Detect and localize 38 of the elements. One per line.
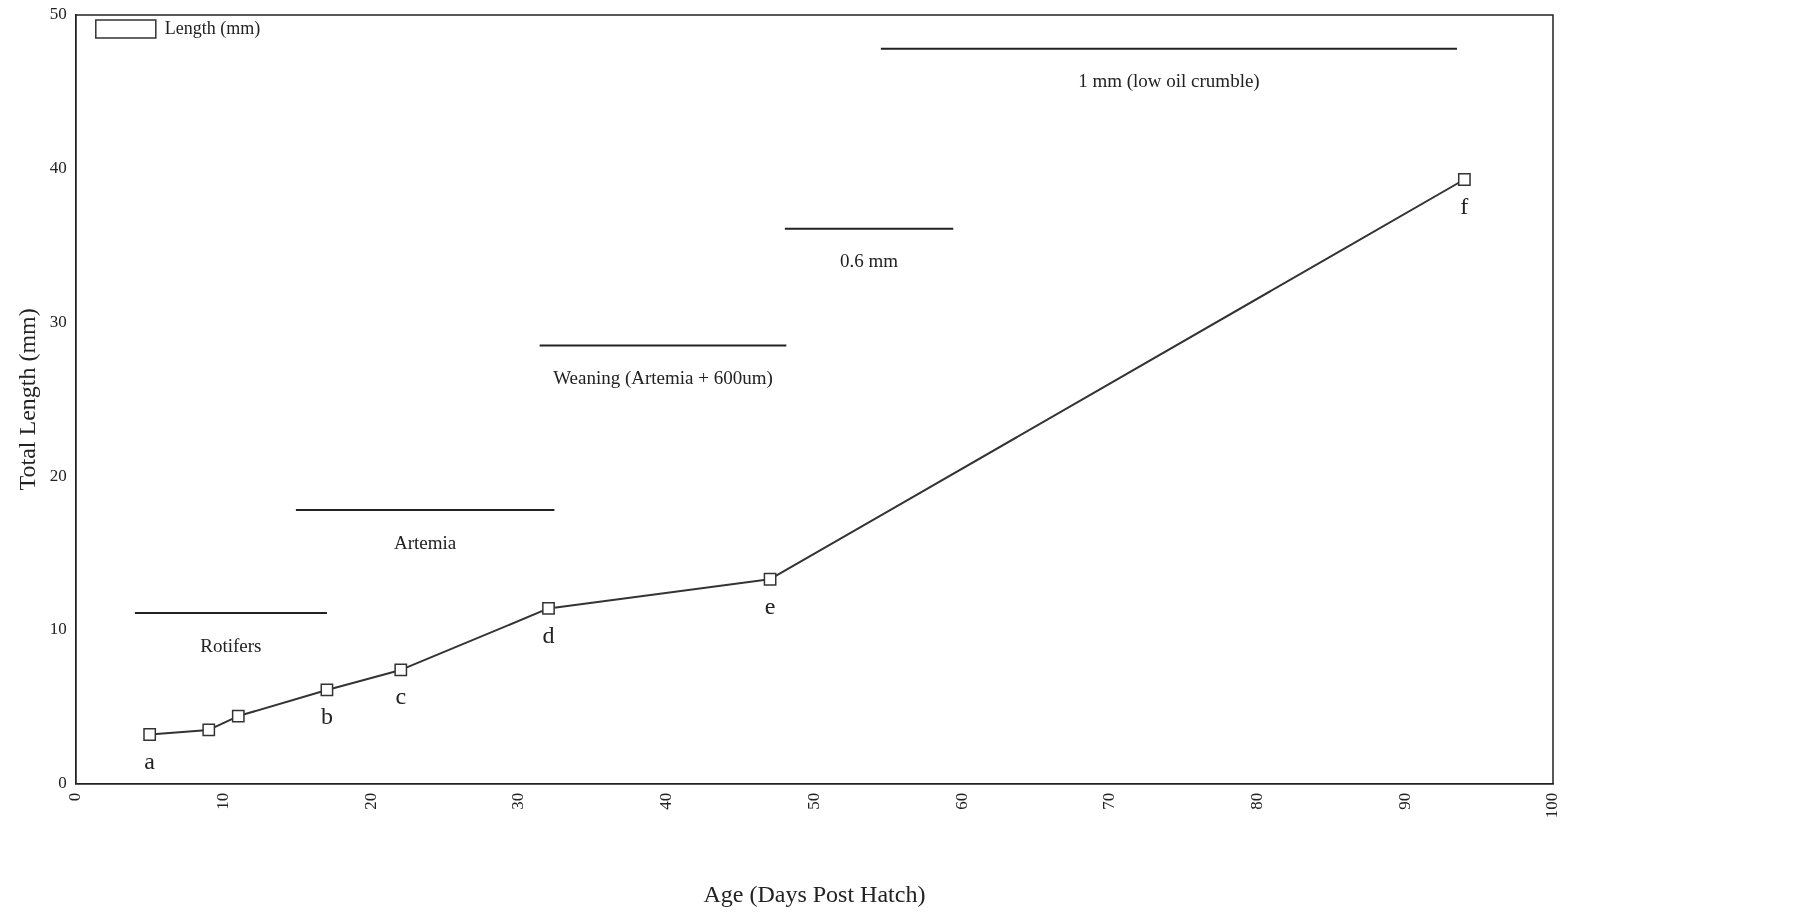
x-tick-label: 20: [360, 792, 380, 810]
x-tick-label: 80: [1247, 792, 1267, 810]
series-label: Rotifers: [200, 634, 262, 656]
data-label: d: [542, 621, 555, 648]
y-tick-label: 30: [49, 311, 67, 331]
x-tick-label: 50: [803, 792, 823, 810]
y-axis-title: Total Length (mm): [13, 308, 40, 491]
point: [394, 663, 408, 677]
y-tick-label: 0: [58, 773, 67, 793]
x-axis-title: Age (Days Post Hatch): [703, 880, 926, 907]
y-tick-label: 20: [49, 465, 67, 485]
data-label: c: [395, 683, 407, 710]
point: [143, 728, 157, 741]
data-label: e: [764, 592, 776, 619]
point: [763, 572, 777, 586]
x-tick-label: 60: [951, 792, 971, 810]
point: [542, 602, 555, 615]
y-tick-label: 40: [49, 158, 67, 178]
point: [202, 723, 216, 737]
data-label: b: [320, 703, 333, 730]
x-tick-label: 70: [1099, 792, 1119, 810]
data-label: a: [144, 747, 156, 774]
x-tick-label: 10: [212, 792, 232, 810]
series-label: 1 mm (low oil crumble): [1078, 70, 1260, 93]
y-tick-label: 50: [49, 4, 67, 24]
y-tick-label: 10: [49, 619, 67, 639]
series-label: 0.6 mm: [840, 250, 899, 272]
data-label: f: [1460, 192, 1469, 219]
x-tick-label: 30: [508, 792, 528, 810]
series-label: Artemia: [394, 531, 457, 553]
series-label: Weaning (Artemia + 600um): [553, 367, 773, 390]
x-tick-label: 0: [65, 792, 85, 802]
x-tick-label: 40: [656, 792, 676, 810]
point: [1457, 173, 1471, 186]
x-tick-label: 90: [1394, 792, 1414, 810]
x-tick-label: 100: [1542, 792, 1562, 819]
point: [231, 709, 245, 723]
legend-label: Length (mm): [164, 17, 261, 39]
